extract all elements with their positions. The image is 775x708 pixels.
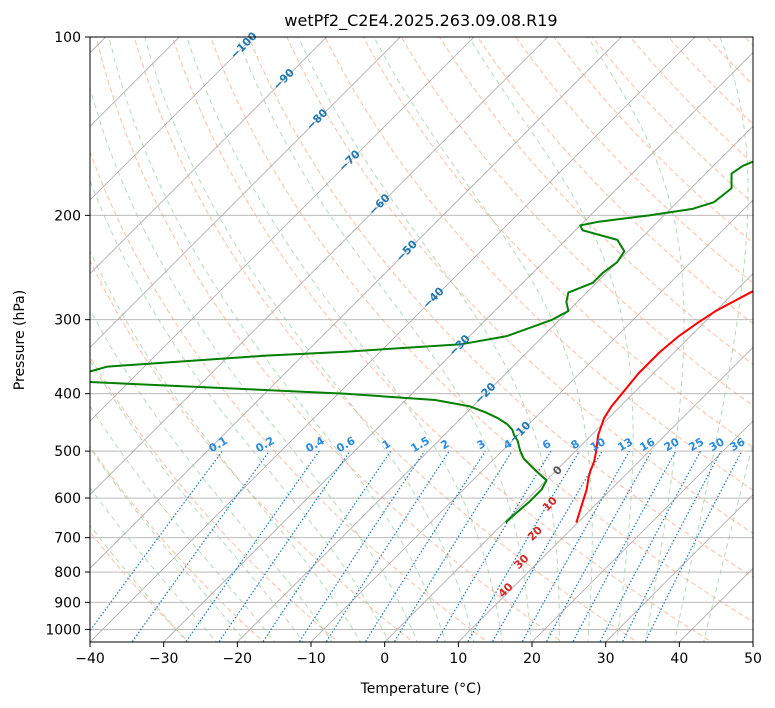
x-tick-label: 10 bbox=[449, 651, 467, 667]
moist-adiabat-line bbox=[90, 359, 305, 642]
isotherm-line bbox=[90, 37, 401, 348]
isotherm-line bbox=[310, 199, 753, 642]
mixing-ratio-line bbox=[218, 450, 351, 642]
mixing-ratio-line bbox=[621, 450, 722, 642]
mixing-ratio-line bbox=[393, 450, 513, 642]
x-tick-label: 20 bbox=[523, 651, 541, 667]
dry-adiabat-line bbox=[286, 37, 753, 534]
isotherm-line bbox=[90, 37, 475, 422]
moist-adiabat-line bbox=[373, 37, 593, 642]
isotherm-line bbox=[457, 346, 753, 642]
y-tick-label: 200 bbox=[54, 208, 81, 224]
moist-adiabat-line bbox=[186, 37, 503, 642]
mixing-ratio-line bbox=[466, 450, 580, 642]
mixing-ratio-line bbox=[298, 450, 425, 642]
dry-adiabat-line bbox=[90, 150, 489, 642]
dry-adiabat-line bbox=[439, 37, 753, 366]
dry-adiabat-line bbox=[90, 445, 265, 642]
y-tick-label: 300 bbox=[54, 313, 81, 329]
isotherm-line bbox=[384, 273, 753, 642]
mixing-ratio-line bbox=[599, 450, 702, 642]
mixing-ratio-line bbox=[572, 450, 677, 642]
x-tick-label: 40 bbox=[670, 651, 688, 667]
x-tick-label: 50 bbox=[744, 651, 762, 667]
moist-adiabat-line bbox=[297, 37, 560, 642]
plot-frame bbox=[89, 36, 754, 643]
isotherm-line bbox=[90, 37, 254, 201]
x-tick-label: −40 bbox=[75, 651, 105, 667]
y-tick-label: 700 bbox=[54, 531, 81, 547]
y-tick-label: 900 bbox=[54, 595, 81, 611]
mixing-ratio-line bbox=[435, 450, 552, 642]
isotherm-line bbox=[605, 494, 753, 642]
grid-layer bbox=[90, 37, 753, 642]
moist-adiabat-line bbox=[236, 37, 532, 642]
mixing-ratio-line bbox=[364, 450, 486, 642]
mixing-ratio-line bbox=[131, 450, 270, 642]
dry-adiabat-line bbox=[362, 37, 753, 449]
y-tick-label: 1000 bbox=[45, 622, 81, 638]
series-layer bbox=[90, 160, 753, 524]
chart-title: wetPf2_C2E4.2025.263.09.08.R19 bbox=[284, 11, 557, 31]
mixing-ratio-line bbox=[644, 450, 743, 642]
dewpoint-profile-line bbox=[90, 160, 753, 524]
isotherm-line bbox=[236, 125, 753, 642]
moist-adiabat-line bbox=[144, 37, 475, 642]
mixing-ratio-line bbox=[185, 450, 320, 642]
isotherm-line bbox=[90, 37, 549, 496]
x-tick-label: 0 bbox=[380, 651, 389, 667]
isotherm-line bbox=[90, 37, 622, 569]
dry-adiabat-line bbox=[95, 37, 564, 642]
isotherm-line bbox=[90, 37, 328, 275]
y-tick-label: 800 bbox=[54, 565, 81, 581]
axis-layer: −40 −30 −20 −10 0 10 20 30 40 50 1000 900 800 700 600 5… bbox=[45, 30, 762, 667]
mixing-ratio-line bbox=[90, 450, 223, 632]
isotherm-line bbox=[163, 52, 753, 642]
moist-adiabat-line bbox=[468, 37, 634, 642]
dry-adiabat-line bbox=[324, 37, 753, 491]
y-tick-label: 500 bbox=[54, 444, 81, 460]
mixing-ratio-line bbox=[262, 450, 392, 642]
isotherm-line bbox=[90, 37, 696, 642]
moist-adiabat-line bbox=[587, 37, 685, 642]
y-tick-label: 100 bbox=[54, 30, 81, 46]
y-tick-label: 600 bbox=[54, 491, 81, 507]
mixing-ratio-line bbox=[491, 450, 603, 642]
y-tick-label: 400 bbox=[54, 387, 81, 403]
dry-adiabat-line bbox=[90, 356, 339, 642]
isotherm-line bbox=[531, 420, 753, 642]
x-tick-label: 30 bbox=[597, 651, 615, 667]
x-tick-label: −30 bbox=[149, 651, 179, 667]
temperature-profile-line bbox=[575, 290, 753, 523]
x-axis-title: Temperature (°C) bbox=[360, 681, 482, 697]
dry-adiabat-line bbox=[477, 37, 753, 325]
mixing-ratio-line bbox=[325, 450, 450, 642]
x-tick-label: −10 bbox=[296, 651, 326, 667]
moist-adiabat-line bbox=[108, 37, 447, 642]
y-axis-title: Pressure (hPa) bbox=[12, 290, 28, 390]
x-tick-label: −20 bbox=[223, 651, 253, 667]
